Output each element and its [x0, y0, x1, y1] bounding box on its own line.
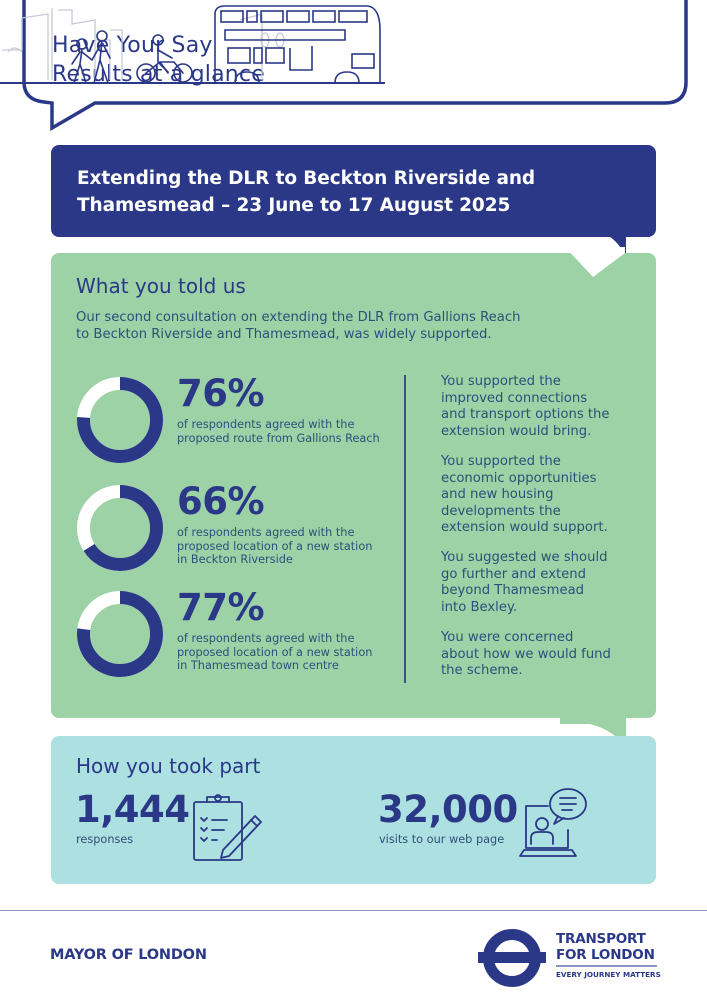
feedback-funding: You were concerned about how we would fu…	[441, 630, 641, 680]
intro-line-2: to Beckton Riverside and Thamesmead, was…	[76, 327, 492, 342]
stat-desc-line: proposed location of a new station	[177, 539, 373, 553]
tfl-line-2: FOR LONDON	[556, 947, 655, 963]
responses-label: responses	[76, 833, 134, 846]
tfl-line-1: TRANSPORT	[556, 931, 646, 947]
stat-station-thamesmead: 77% of respondents agreed with the propo…	[76, 586, 406, 685]
green-panel-notch	[565, 247, 625, 277]
intro-line-1: Our second consultation on extending the…	[76, 310, 521, 325]
responses-count: 1,444	[75, 788, 190, 831]
tfl-wordmark: TRANSPORT FOR LONDON EVERY JOURNEY MATTE…	[556, 931, 661, 979]
laptop-chat-icon	[519, 788, 587, 857]
stat-station-beckton-riverside: 66% of respondents agreed with the propo…	[76, 480, 406, 579]
consultation-title-line-2: Thamesmead – 23 June to 17 August 2025	[77, 195, 511, 216]
tfl-roundel-logo	[478, 929, 546, 987]
consultation-title-banner: Extending the DLR to Beckton Riverside a…	[51, 145, 656, 237]
footer-divider	[0, 910, 707, 911]
stat-description: of respondents agreed with the proposed …	[177, 418, 380, 445]
feedback-connections: You supported the improved connections a…	[441, 374, 641, 440]
donut-chart-66	[77, 485, 163, 571]
what-you-told-us-panel: What you told us Our second consultation…	[51, 253, 656, 718]
speech-bubble-outline	[22, 0, 688, 132]
feedback-line: and transport options the	[441, 407, 610, 422]
feedback-line: You supported the	[441, 374, 561, 389]
feedback-line: the scheme.	[441, 663, 523, 678]
tfl-rule	[556, 965, 657, 967]
feedback-economic: You supported the economic opportunities…	[441, 454, 641, 537]
web-visits-label: visits to our web page	[379, 833, 505, 846]
stat-description: of respondents agreed with the proposed …	[177, 526, 372, 567]
feedback-line: improved connections	[441, 390, 588, 406]
feedback-line: You suggested we should	[441, 550, 608, 565]
feedback-line: economic opportunities	[441, 470, 597, 486]
feedback-line: go further and extend	[441, 566, 587, 582]
feedback-line: beyond Thamesmead	[441, 583, 585, 598]
tfl-tagline: EVERY JOURNEY MATTERS	[556, 969, 661, 979]
stat-percent: 77%	[177, 586, 265, 629]
stat-percent: 76%	[177, 372, 265, 415]
stat-desc-line: of respondents agreed with the	[177, 526, 355, 539]
donut-chart-76	[77, 377, 163, 463]
stat-desc-line: of respondents agreed with the	[177, 632, 355, 645]
feedback-line: about how we would fund	[441, 646, 611, 662]
stat-desc-line: in Thamesmead town centre	[177, 659, 339, 672]
header-bubble: Have Your Say Results at a glance	[0, 0, 707, 135]
feedback-line: into Bexley.	[441, 599, 518, 615]
stat-route-gallions-reach: 76% of respondents agreed with the propo…	[76, 372, 406, 471]
how-you-took-part-panel: How you took part 1,444 responses 32,000…	[51, 736, 656, 884]
stat-desc-line: proposed location of a new station	[177, 645, 373, 659]
web-visits-count: 32,000	[378, 788, 518, 831]
feedback-line: extension would support.	[441, 520, 608, 535]
stat-desc-line: proposed route from Gallions Reach	[177, 431, 380, 445]
consultation-title-line-1: Extending the DLR to Beckton Riverside a…	[77, 168, 536, 189]
intro-text: Our second consultation on extending the…	[76, 309, 520, 343]
stat-description: of respondents agreed with the proposed …	[177, 632, 372, 673]
mayor-of-london-logo: MAYOR OF LONDON	[50, 947, 207, 963]
how-you-took-part-heading: How you took part	[76, 754, 261, 778]
feedback-line: You supported the	[441, 454, 561, 469]
stat-desc-line: in Beckton Riverside	[177, 553, 293, 566]
stat-percent: 66%	[177, 480, 265, 523]
feedback-bexley: You suggested we should go further and e…	[441, 550, 641, 616]
green-panel-speech-tail	[560, 712, 630, 748]
clipboard-pen-icon	[193, 794, 262, 861]
vertical-divider	[404, 375, 406, 683]
consultation-title: Extending the DLR to Beckton Riverside a…	[77, 165, 535, 219]
donut-chart-77	[77, 591, 163, 677]
stat-desc-line: of respondents agreed with the	[177, 418, 355, 431]
feedback-line: You were concerned	[441, 630, 574, 645]
page-title: Have Your Say Results at a glance	[52, 31, 265, 89]
feedback-line: extension would bring.	[441, 423, 592, 439]
feedback-line: and new housing	[441, 487, 554, 502]
street-scene-illustration	[0, 5, 385, 84]
what-you-told-us-heading: What you told us	[76, 274, 246, 298]
feedback-line: developments the	[441, 503, 561, 519]
